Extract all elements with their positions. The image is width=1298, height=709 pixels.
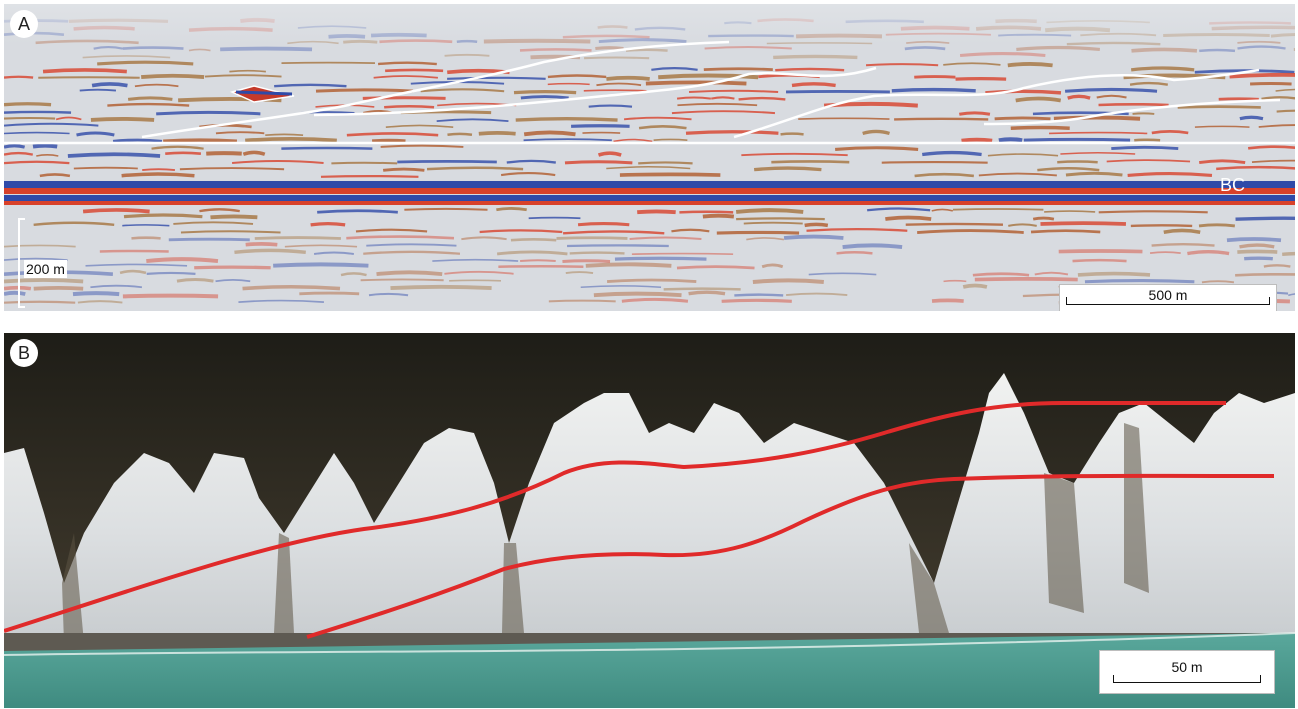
chalk-cliff [4, 373, 1295, 638]
scale-label-a: 500 m [1148, 287, 1188, 303]
reflector-bc-positive-2 [4, 201, 1295, 205]
cliff-photo [4, 333, 1295, 708]
horizon-line-1 [141, 40, 730, 139]
scale-label-b: 50 m [1171, 659, 1203, 675]
interpretation-lines-white [4, 40, 1295, 145]
vertical-scale-bar: 200 m [14, 218, 67, 308]
reflector-bc-positive [4, 188, 1295, 194]
cliff-photo-panel: B 50 m [4, 333, 1295, 708]
red-horizon-lower [306, 473, 1275, 639]
panel-a-label: A [10, 10, 38, 38]
horizontal-scale-bar-b: 50 m [1099, 650, 1275, 694]
seismic-image [4, 4, 1295, 311]
interpretation-lines-red [4, 401, 1275, 639]
horizon-line-2 [313, 66, 877, 117]
horizon-line-3 [733, 68, 1260, 139]
red-horizon-upper [4, 401, 1226, 633]
gully-streaks [62, 423, 1149, 643]
reflector-bc-negative [4, 181, 1295, 188]
panel-b-label: B [10, 339, 38, 367]
reflector-bc-negative-2 [4, 195, 1295, 201]
seismic-section-panel: A BC 200 m 500 m [4, 4, 1295, 311]
reflector-bc-label: BC [1220, 175, 1246, 195]
horizontal-scale-bar-a: 500 m [1059, 284, 1277, 311]
horizon-line-4 [983, 98, 1281, 126]
vertical-scale-label: 200 m [24, 260, 67, 278]
